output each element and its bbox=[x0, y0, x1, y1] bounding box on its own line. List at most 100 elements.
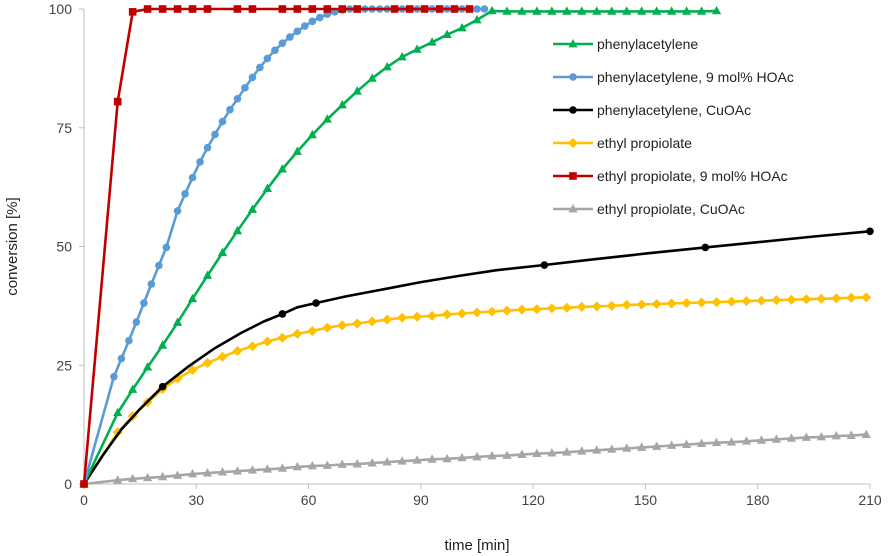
data-point bbox=[262, 183, 272, 192]
data-point bbox=[147, 280, 156, 288]
y-axis-title: conversion [%] bbox=[4, 197, 21, 295]
series-line bbox=[82, 295, 868, 486]
data-point bbox=[457, 308, 468, 319]
data-point bbox=[308, 17, 317, 26]
data-point bbox=[427, 454, 437, 463]
data-point bbox=[277, 463, 287, 472]
data-point bbox=[353, 5, 362, 13]
data-point bbox=[278, 310, 287, 318]
legend-item: ethyl propiolate bbox=[553, 135, 692, 151]
data-point bbox=[226, 105, 234, 114]
data-point bbox=[322, 114, 332, 123]
data-point bbox=[217, 247, 228, 257]
data-point bbox=[187, 469, 198, 478]
series-line bbox=[82, 7, 486, 486]
data-point bbox=[592, 445, 602, 454]
data-point bbox=[307, 460, 317, 470]
data-point bbox=[397, 51, 407, 61]
data-point bbox=[188, 173, 197, 182]
data-point bbox=[397, 456, 407, 465]
y-tick-label: 25 bbox=[56, 357, 72, 373]
series-ethyl-propiolate bbox=[79, 292, 872, 489]
data-point bbox=[232, 466, 243, 475]
data-point bbox=[682, 6, 692, 15]
data-point bbox=[442, 309, 453, 320]
legend-swatch-marker bbox=[569, 73, 577, 81]
legend-label: phenylacetylene, CuOAc bbox=[597, 102, 751, 118]
data-point bbox=[312, 299, 320, 307]
data-point bbox=[457, 452, 467, 462]
series-phenylacetylene bbox=[79, 5, 722, 488]
data-point bbox=[547, 6, 557, 15]
data-point bbox=[831, 431, 841, 440]
data-point bbox=[412, 455, 422, 464]
data-point bbox=[487, 5, 497, 15]
data-point bbox=[696, 438, 707, 448]
data-point bbox=[532, 6, 542, 15]
data-point bbox=[696, 6, 707, 15]
data-point bbox=[278, 5, 287, 13]
legend: phenylacetylene phenylacetylene, 9 mol% H… bbox=[553, 36, 794, 217]
data-point bbox=[741, 436, 752, 445]
data-point bbox=[465, 5, 474, 13]
data-point bbox=[113, 407, 123, 417]
data-point bbox=[337, 320, 348, 331]
data-point bbox=[517, 6, 527, 15]
data-point bbox=[771, 434, 782, 443]
data-point bbox=[801, 432, 811, 441]
data-point bbox=[143, 472, 153, 482]
data-point bbox=[263, 54, 272, 63]
data-point bbox=[172, 317, 183, 326]
y-tick-label: 100 bbox=[49, 1, 73, 17]
data-point bbox=[277, 164, 287, 173]
data-point bbox=[232, 346, 243, 356]
data-point bbox=[143, 362, 153, 371]
data-point bbox=[472, 451, 482, 461]
data-point bbox=[352, 86, 362, 95]
data-point bbox=[187, 293, 198, 303]
data-point bbox=[562, 6, 572, 15]
data-point bbox=[591, 301, 602, 312]
data-point bbox=[218, 117, 227, 126]
data-point bbox=[232, 225, 243, 235]
data-point bbox=[846, 292, 857, 303]
series-phenylacetylene-cuoac bbox=[80, 227, 874, 488]
series-line bbox=[82, 7, 471, 486]
data-point bbox=[861, 292, 872, 303]
data-point bbox=[607, 6, 617, 15]
legend-item: phenylacetylene, 9 mol% HOAc bbox=[553, 69, 794, 85]
legend-item: ethyl propiolate, CuOAc bbox=[553, 201, 745, 217]
data-point bbox=[652, 441, 662, 450]
legend-label: phenylacetylene, 9 mol% HOAc bbox=[597, 69, 794, 85]
data-point bbox=[637, 442, 647, 451]
data-point bbox=[155, 261, 163, 270]
data-point bbox=[181, 189, 189, 198]
data-point bbox=[293, 5, 302, 13]
data-point bbox=[248, 5, 257, 13]
series-ethyl-propiolate-9-mol-hoac bbox=[80, 5, 474, 488]
data-point bbox=[271, 46, 279, 55]
data-point bbox=[667, 440, 677, 449]
data-point bbox=[473, 5, 481, 13]
data-point bbox=[203, 143, 212, 152]
series-phenylacetylene-9-mol-hoac bbox=[80, 5, 489, 488]
data-point bbox=[188, 5, 197, 13]
data-point bbox=[667, 6, 677, 15]
data-point bbox=[696, 297, 707, 308]
data-point bbox=[711, 437, 722, 447]
data-point bbox=[307, 129, 317, 139]
data-point bbox=[577, 6, 587, 15]
data-point bbox=[247, 341, 258, 352]
data-point bbox=[540, 261, 549, 269]
data-point bbox=[292, 146, 302, 155]
data-point bbox=[337, 99, 347, 109]
data-point bbox=[316, 13, 324, 22]
data-point bbox=[247, 465, 258, 474]
data-point bbox=[262, 336, 273, 347]
data-point bbox=[517, 449, 527, 458]
data-point bbox=[666, 298, 677, 309]
data-point bbox=[622, 443, 632, 452]
data-point bbox=[532, 448, 542, 457]
data-point bbox=[247, 204, 258, 213]
